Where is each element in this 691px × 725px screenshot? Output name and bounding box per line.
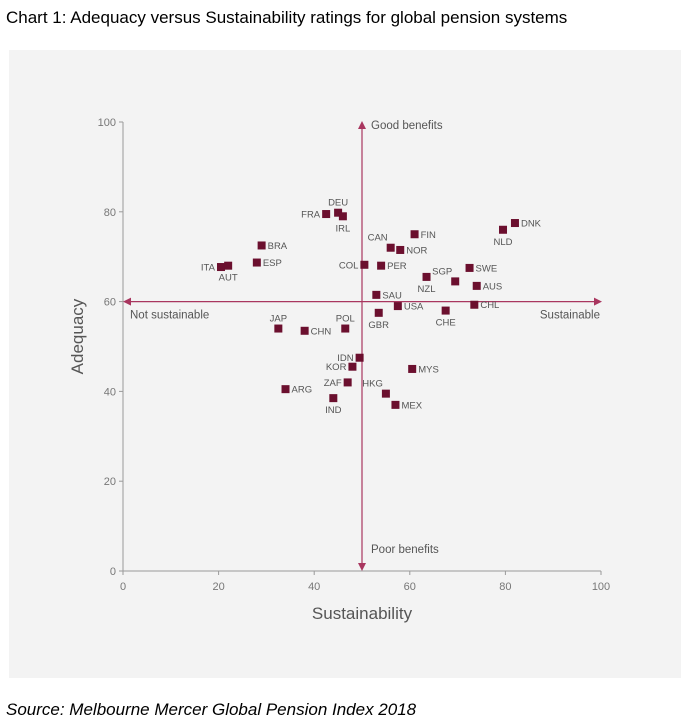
- point-label-ita: ITA: [201, 263, 216, 274]
- y-tick-label: 60: [104, 297, 116, 309]
- data-point-zaf: [343, 378, 352, 387]
- arrow-up-icon: [358, 121, 366, 129]
- data-point-jap: [274, 324, 283, 333]
- point-label-chn: CHN: [311, 326, 332, 337]
- data-point-chl: [470, 300, 479, 309]
- annotation-good-benefits: Good benefits: [371, 120, 443, 132]
- data-point-per: [377, 261, 386, 270]
- point-label-bra: BRA: [268, 241, 288, 252]
- data-point-kor: [348, 362, 357, 371]
- point-label-chl: CHL: [480, 300, 499, 311]
- data-point-pol: [341, 324, 350, 333]
- y-tick-label: 40: [104, 386, 116, 398]
- data-point-mex: [391, 400, 400, 409]
- annotation-sustainable: Sustainable: [540, 310, 600, 322]
- point-label-esp: ESP: [263, 258, 282, 269]
- chart-heading: Chart 1: Adequacy versus Sustainability …: [6, 8, 568, 27]
- point-label-usa: USA: [404, 302, 424, 313]
- point-label-gbr: GBR: [368, 320, 389, 331]
- point-label-irl: IRL: [335, 223, 350, 234]
- point-label-idn: IDN: [337, 353, 354, 364]
- point-label-fin: FIN: [421, 230, 436, 241]
- point-label-jap: JAP: [270, 314, 287, 325]
- data-point-nzl: [422, 272, 431, 281]
- point-label-che: CHE: [436, 318, 456, 329]
- point-label-mys: MYS: [418, 364, 439, 375]
- data-point-can: [386, 243, 395, 252]
- data-point-fra: [322, 210, 331, 219]
- y-tick-label: 100: [98, 117, 116, 129]
- data-point-gbr: [374, 308, 383, 317]
- x-tick-label: 100: [592, 581, 610, 593]
- y-axis-title: Adequacy: [68, 298, 87, 374]
- point-label-aut: AUT: [219, 273, 238, 284]
- data-point-ind: [329, 394, 338, 403]
- data-point-bra: [257, 241, 266, 250]
- point-label-per: PER: [387, 261, 407, 272]
- data-point-nld: [499, 225, 508, 234]
- arrow-down-icon: [358, 563, 366, 571]
- point-label-arg: ARG: [292, 385, 313, 396]
- data-point-swe: [465, 263, 474, 272]
- point-label-col: COL: [339, 260, 359, 271]
- point-label-can: CAN: [368, 233, 388, 244]
- point-label-ind: IND: [325, 405, 342, 416]
- point-label-sgp: SGP: [432, 266, 452, 277]
- data-point-col: [360, 260, 369, 269]
- x-tick-label: 40: [308, 581, 320, 593]
- data-point-nor: [396, 245, 405, 254]
- y-tick-label: 0: [110, 566, 116, 578]
- data-point-chn: [300, 326, 309, 335]
- data-point-irl: [338, 212, 347, 221]
- point-label-dnk: DNK: [521, 219, 542, 230]
- data-point-ita: [216, 263, 225, 272]
- y-tick-label: 20: [104, 476, 116, 488]
- data-point-che: [441, 306, 450, 315]
- data-point-dnk: [510, 219, 519, 228]
- point-label-kor: KOR: [326, 362, 347, 373]
- data-point-usa: [393, 302, 402, 311]
- point-label-nor: NOR: [406, 245, 427, 256]
- arrow-right-icon: [594, 297, 602, 306]
- point-label-nld: NLD: [494, 237, 513, 248]
- point-label-zaf: ZAF: [324, 378, 342, 389]
- point-label-mex: MEX: [401, 400, 422, 411]
- point-label-sau: SAU: [382, 290, 402, 301]
- data-point-idn: [355, 353, 364, 362]
- x-tick-label: 0: [120, 581, 126, 593]
- x-tick-label: 80: [499, 581, 511, 593]
- y-tick-label: 80: [104, 207, 116, 219]
- plot-panel: [9, 50, 681, 678]
- data-point-sau: [372, 290, 381, 299]
- data-point-mys: [408, 364, 417, 373]
- point-label-deu: DEU: [328, 198, 348, 209]
- x-tick-label: 20: [212, 581, 224, 593]
- data-point-aut: [224, 261, 233, 270]
- data-point-sgp: [451, 277, 460, 286]
- data-point-arg: [281, 385, 290, 394]
- data-point-fin: [410, 230, 419, 239]
- x-axis-title: Sustainability: [312, 604, 413, 623]
- data-point-deu: [334, 208, 343, 217]
- point-label-fra: FRA: [301, 210, 321, 221]
- point-label-nzl: NZL: [418, 284, 436, 295]
- data-point-hkg: [381, 389, 390, 398]
- point-label-aus: AUS: [483, 281, 503, 292]
- x-tick-label: 60: [404, 581, 416, 593]
- annotation-poor-benefits: Poor benefits: [371, 544, 439, 556]
- point-label-pol: POL: [336, 314, 355, 325]
- data-point-aus: [472, 281, 481, 290]
- annotation-not-sustainable: Not sustainable: [130, 310, 209, 322]
- point-label-swe: SWE: [476, 263, 498, 274]
- data-point-esp: [252, 258, 261, 267]
- source-note: Source: Melbourne Mercer Global Pension …: [6, 700, 417, 719]
- arrow-left-icon: [123, 297, 131, 306]
- point-label-hkg: HKG: [362, 379, 383, 390]
